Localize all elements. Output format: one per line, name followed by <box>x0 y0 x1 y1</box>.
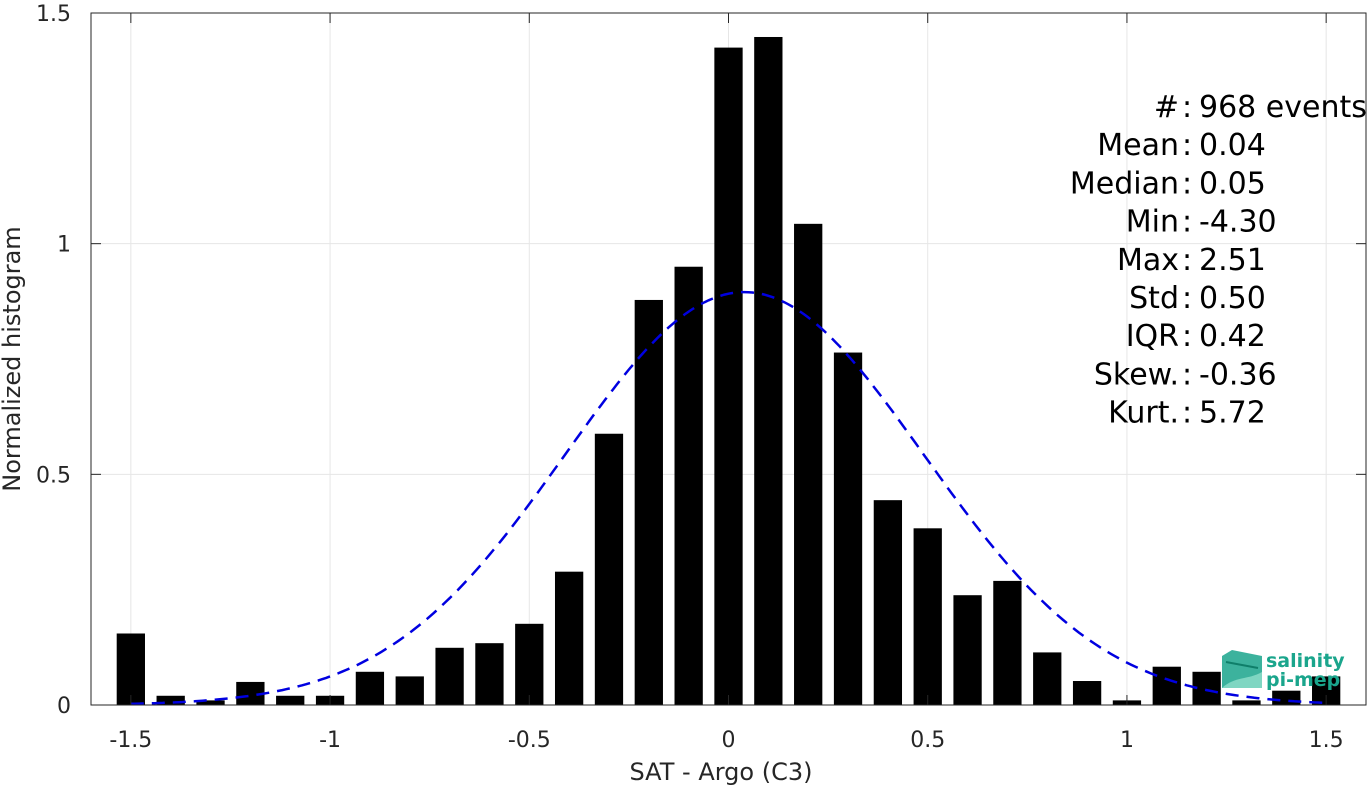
stat-value: -0.36 <box>1199 357 1277 392</box>
stat-label: Skew. <box>1094 357 1179 392</box>
x-tick-label: -0.5 <box>508 728 551 753</box>
histogram-bar <box>156 695 185 705</box>
histogram-bar <box>953 595 982 705</box>
stat-colon: : <box>1182 90 1192 125</box>
x-axis-label: SAT - Argo (C3) <box>630 758 813 786</box>
histogram-bar <box>1152 666 1181 705</box>
histogram-bar <box>236 681 265 705</box>
histogram-bar <box>515 623 544 705</box>
x-tick-label: 0 <box>722 728 736 753</box>
histogram-bar <box>594 433 624 705</box>
histogram-bar <box>1232 700 1261 705</box>
stat-label: Min <box>1126 205 1179 240</box>
stat-value: 0.05 <box>1199 166 1266 201</box>
histogram-bar <box>714 47 743 706</box>
stat-label: Median <box>1070 166 1179 201</box>
stat-value: -4.30 <box>1199 205 1277 240</box>
x-tick-label: -1.5 <box>109 728 152 753</box>
stat-colon: : <box>1182 396 1192 431</box>
histogram-bar <box>1272 690 1301 705</box>
x-tick-label: 1 <box>1120 728 1134 753</box>
stat-value: 0.42 <box>1199 319 1266 354</box>
histogram-bar <box>475 643 504 705</box>
stat-label: Kurt. <box>1108 396 1179 431</box>
histogram-bar <box>833 352 863 705</box>
x-tick-labels: -1.5 -1 -0.5 0 0.5 1 1.5 <box>109 728 1343 753</box>
stat-label: Std <box>1129 281 1179 316</box>
histogram-bar <box>395 676 424 705</box>
histogram-bar <box>1072 681 1102 705</box>
bar-series <box>116 36 1341 706</box>
stat-value: 0.50 <box>1199 281 1266 316</box>
histogram-bar <box>873 500 903 705</box>
histogram-bar <box>435 647 464 705</box>
x-tick-label: 0.5 <box>910 728 945 753</box>
stat-value: 5.72 <box>1199 396 1266 431</box>
x-tick-label: 1.5 <box>1309 728 1344 753</box>
histogram-bar <box>794 223 823 705</box>
stat-value: 968 events <box>1199 90 1367 125</box>
histogram-bar <box>674 266 703 705</box>
y-tick-labels: 0 0.5 1 1.5 <box>36 2 71 719</box>
stat-value: 2.51 <box>1199 243 1266 278</box>
y-tick-label: 1.5 <box>36 2 71 27</box>
y-axis-label: Normalized histogram <box>0 226 26 491</box>
histogram-bar <box>913 528 942 705</box>
salinity-pi-mep-logo: salinity pi-mep <box>1222 650 1345 691</box>
histogram-bar <box>276 695 305 705</box>
y-tick-label: 0 <box>57 694 71 719</box>
stat-value: 0.04 <box>1199 128 1266 163</box>
histogram-bar <box>355 671 385 705</box>
histogram-bar <box>554 571 584 705</box>
logo-mark-icon <box>1222 650 1262 688</box>
y-tick-label: 1 <box>57 233 71 258</box>
gaussian-fit-curve <box>130 290 1327 706</box>
stat-colon: : <box>1182 319 1192 354</box>
histogram-bar <box>116 633 145 705</box>
logo-line2: pi-mep <box>1266 669 1340 691</box>
histogram-bar <box>1033 652 1062 705</box>
histogram-bar <box>634 299 663 705</box>
stat-label: Max <box>1117 243 1179 278</box>
stat-label: Mean <box>1097 128 1179 163</box>
histogram-bar <box>196 700 225 705</box>
stat-colon: : <box>1182 281 1192 316</box>
stat-colon: : <box>1182 357 1192 392</box>
histogram-bar <box>754 36 783 706</box>
stat-colon: : <box>1182 243 1192 278</box>
histogram-bar <box>993 580 1022 705</box>
stat-label: # <box>1154 90 1179 125</box>
stat-colon: : <box>1182 205 1192 240</box>
logo-line1: salinity <box>1266 650 1345 672</box>
tick-marks <box>91 12 1366 706</box>
stat-label: IQR <box>1126 319 1179 354</box>
x-tick-label: -1 <box>319 728 341 753</box>
y-tick-label: 0.5 <box>36 463 71 488</box>
stat-colon: : <box>1182 166 1192 201</box>
stat-colon: : <box>1182 128 1192 163</box>
